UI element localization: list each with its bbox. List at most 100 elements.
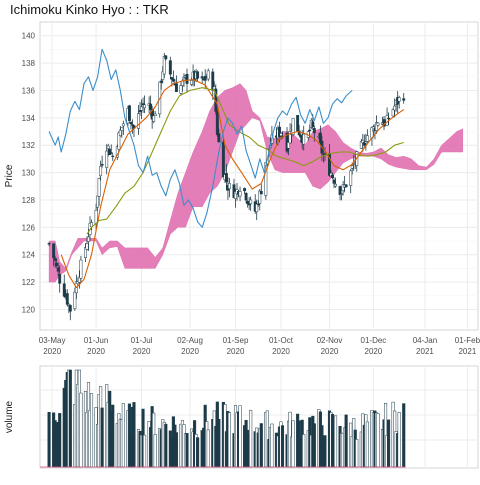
volume-bar — [259, 423, 263, 468]
x-tick-label: 01-Jun — [84, 336, 108, 345]
y-tick-label: 136 — [22, 86, 36, 95]
volume-bar — [143, 434, 147, 468]
candle-body — [56, 267, 60, 272]
candle-body — [249, 199, 253, 205]
candle-body — [79, 259, 83, 279]
chikou-line — [48, 48, 353, 228]
tenkan-line — [60, 78, 405, 289]
x-tick-label: 01-Dec — [361, 336, 387, 345]
candle-body — [206, 70, 210, 80]
candle-body — [331, 174, 334, 178]
x-tick-label: 02-Aug — [177, 336, 203, 345]
x-tick-year: 2020 — [43, 347, 61, 356]
candle-body — [152, 115, 156, 122]
candle-body — [238, 191, 242, 197]
candle-body — [55, 263, 59, 266]
volume-bar — [249, 409, 253, 468]
kijun-line — [86, 87, 404, 235]
candle-body — [96, 195, 100, 208]
volume-bar — [291, 420, 295, 468]
candle-body — [243, 188, 247, 192]
x-tick-year: 2020 — [87, 347, 105, 356]
volume-bar — [402, 403, 406, 468]
price-axis-title: Price — [4, 164, 15, 187]
volume-bar — [376, 413, 380, 468]
candle-body — [127, 105, 131, 121]
candle-body — [196, 71, 200, 79]
y-tick-label: 120 — [22, 305, 36, 314]
candle-body — [340, 193, 344, 195]
volume-bar — [121, 403, 125, 468]
volume-bar — [58, 413, 62, 468]
candle-body — [168, 60, 172, 75]
candle-body — [349, 170, 353, 186]
candle-body — [279, 133, 283, 137]
candle-body — [364, 141, 368, 144]
candle-body — [109, 152, 113, 154]
candle-body — [140, 106, 143, 111]
x-tick-year: 2020 — [321, 347, 339, 356]
x-tick-label: 01-Oct — [269, 336, 294, 345]
candle-body — [97, 178, 101, 197]
y-tick-label: 140 — [22, 32, 36, 41]
y-tick-label: 128 — [22, 196, 36, 205]
x-tick-label: 01-Jul — [131, 336, 153, 345]
candle-body — [365, 135, 369, 142]
volume-axis-title: volume — [4, 400, 15, 433]
candle-body — [120, 127, 124, 131]
candle-body — [256, 203, 260, 206]
candle-body — [149, 103, 153, 110]
volume-bar — [227, 412, 231, 468]
candle-body — [73, 291, 77, 309]
candle-body — [171, 78, 175, 82]
candle-body — [179, 85, 183, 94]
volume-bar — [132, 402, 136, 468]
candle-body — [65, 293, 69, 305]
candle-body — [143, 104, 147, 109]
candle-body — [87, 236, 90, 242]
candle-body — [259, 191, 263, 195]
candle-body — [258, 190, 262, 204]
candle-body — [159, 80, 163, 83]
candle-body — [224, 173, 228, 183]
candle-body — [47, 243, 51, 245]
x-tick-year: 2020 — [133, 347, 151, 356]
candle-body — [338, 186, 342, 195]
candle-body — [221, 141, 225, 178]
x-tick-year: 2021 — [458, 347, 476, 356]
candle-body — [62, 283, 66, 297]
volume-bar — [365, 421, 369, 468]
x-tick-label: 01-Feb — [455, 336, 480, 345]
candle-body — [308, 129, 312, 132]
candle-body — [393, 105, 397, 111]
price-panel — [39, 21, 479, 331]
volume-bar — [344, 414, 348, 468]
candle-body — [287, 141, 291, 149]
x-tick-year: 2020 — [272, 347, 290, 356]
candle-body — [200, 76, 204, 79]
candle-body — [311, 121, 315, 127]
candle-body — [84, 247, 87, 258]
volume-bar — [333, 415, 338, 468]
candle-body — [312, 128, 316, 134]
x-tick-label: 03-May — [39, 336, 66, 345]
candle-body — [68, 305, 72, 312]
volume-bar — [355, 439, 359, 468]
volume-bar — [47, 412, 51, 468]
candle-body — [387, 117, 391, 120]
volume-bar — [312, 423, 316, 468]
candle-body — [108, 148, 112, 156]
candle-body — [118, 129, 122, 136]
candle-body — [130, 124, 134, 126]
volume-bar — [100, 407, 104, 468]
candle-body — [255, 203, 259, 213]
volume-bar — [111, 404, 115, 468]
chart-title: Ichimoku Kinko Hyo : : TKR — [10, 2, 169, 17]
candle-body — [376, 122, 380, 126]
candle-body — [215, 111, 219, 135]
candle-body — [278, 126, 281, 137]
candle-body — [264, 162, 268, 196]
candle-body — [58, 274, 62, 284]
candle-body — [302, 133, 306, 145]
